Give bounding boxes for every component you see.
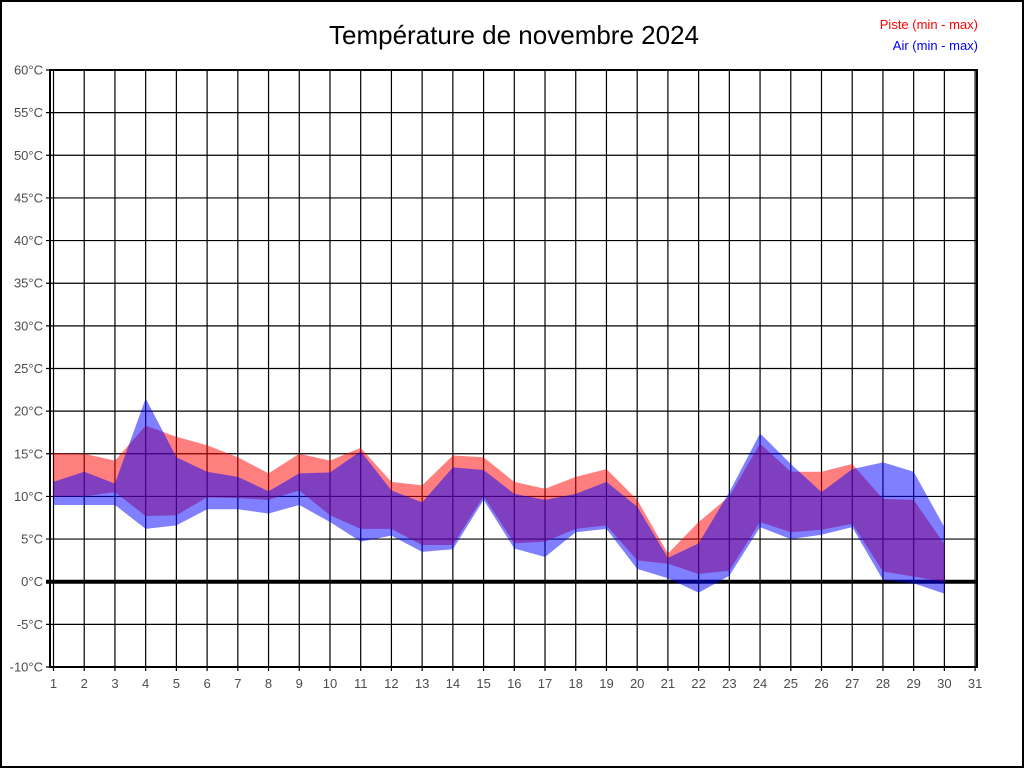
x-axis-label: 29: [906, 676, 920, 691]
y-axis-label: 30°C: [14, 318, 43, 333]
y-axis-label: 35°C: [14, 276, 43, 291]
x-axis-label: 13: [415, 676, 429, 691]
x-axis-label: 24: [753, 676, 767, 691]
y-axis-label: -10°C: [10, 660, 43, 675]
x-axis-label: 20: [630, 676, 644, 691]
x-axis-label: 7: [234, 676, 241, 691]
y-axis-label: 45°C: [14, 190, 43, 205]
y-axis-label: 0°C: [21, 574, 43, 589]
air-band: [53, 398, 945, 594]
y-axis-label: 10°C: [14, 489, 43, 504]
x-axis-label: 16: [507, 676, 521, 691]
x-axis-label: 31: [968, 676, 982, 691]
x-axis-label: 14: [446, 676, 460, 691]
x-axis-label: 18: [569, 676, 583, 691]
x-axis-label: 6: [203, 676, 210, 691]
x-axis-label: 8: [265, 676, 272, 691]
y-axis-label: 15°C: [14, 446, 43, 461]
x-axis-label: 23: [722, 676, 736, 691]
x-axis-label: 22: [691, 676, 705, 691]
x-axis-label: 27: [845, 676, 859, 691]
y-axis-label: 60°C: [14, 63, 43, 78]
x-axis-label: 21: [661, 676, 675, 691]
y-axis-label: 20°C: [14, 404, 43, 419]
legend: Piste (min - max) Air (min - max): [880, 14, 978, 56]
y-axis-label: 50°C: [14, 148, 43, 163]
x-axis-label: 19: [599, 676, 613, 691]
x-axis-label: 12: [384, 676, 398, 691]
x-axis-label: 26: [814, 676, 828, 691]
y-axis-label: 55°C: [14, 105, 43, 120]
x-axis-label: 25: [784, 676, 798, 691]
y-axis-label: 40°C: [14, 233, 43, 248]
x-axis-label: 3: [111, 676, 118, 691]
legend-item-piste: Piste (min - max): [879, 17, 978, 32]
plot-border: [49, 69, 978, 668]
x-axis-label: 11: [354, 676, 368, 691]
y-axis-label: -5°C: [17, 617, 43, 632]
chart-title: Température de novembre 2024: [328, 20, 699, 50]
x-axis-label: 5: [173, 676, 180, 691]
x-axis-label: 15: [476, 676, 490, 691]
x-axis-label: 10: [323, 676, 337, 691]
x-axis-label: 2: [81, 676, 88, 691]
y-axis-label: 25°C: [14, 361, 43, 376]
x-axis-label: 4: [142, 676, 149, 691]
x-axis-label: 30: [937, 676, 951, 691]
x-axis-label: 1: [50, 676, 57, 691]
x-axis-label: 17: [538, 676, 552, 691]
legend-item-air: Air (min - max): [892, 38, 978, 53]
x-axis-label: 28: [876, 676, 890, 691]
x-axis-label: 9: [296, 676, 303, 691]
y-axis-label: 5°C: [21, 532, 43, 547]
